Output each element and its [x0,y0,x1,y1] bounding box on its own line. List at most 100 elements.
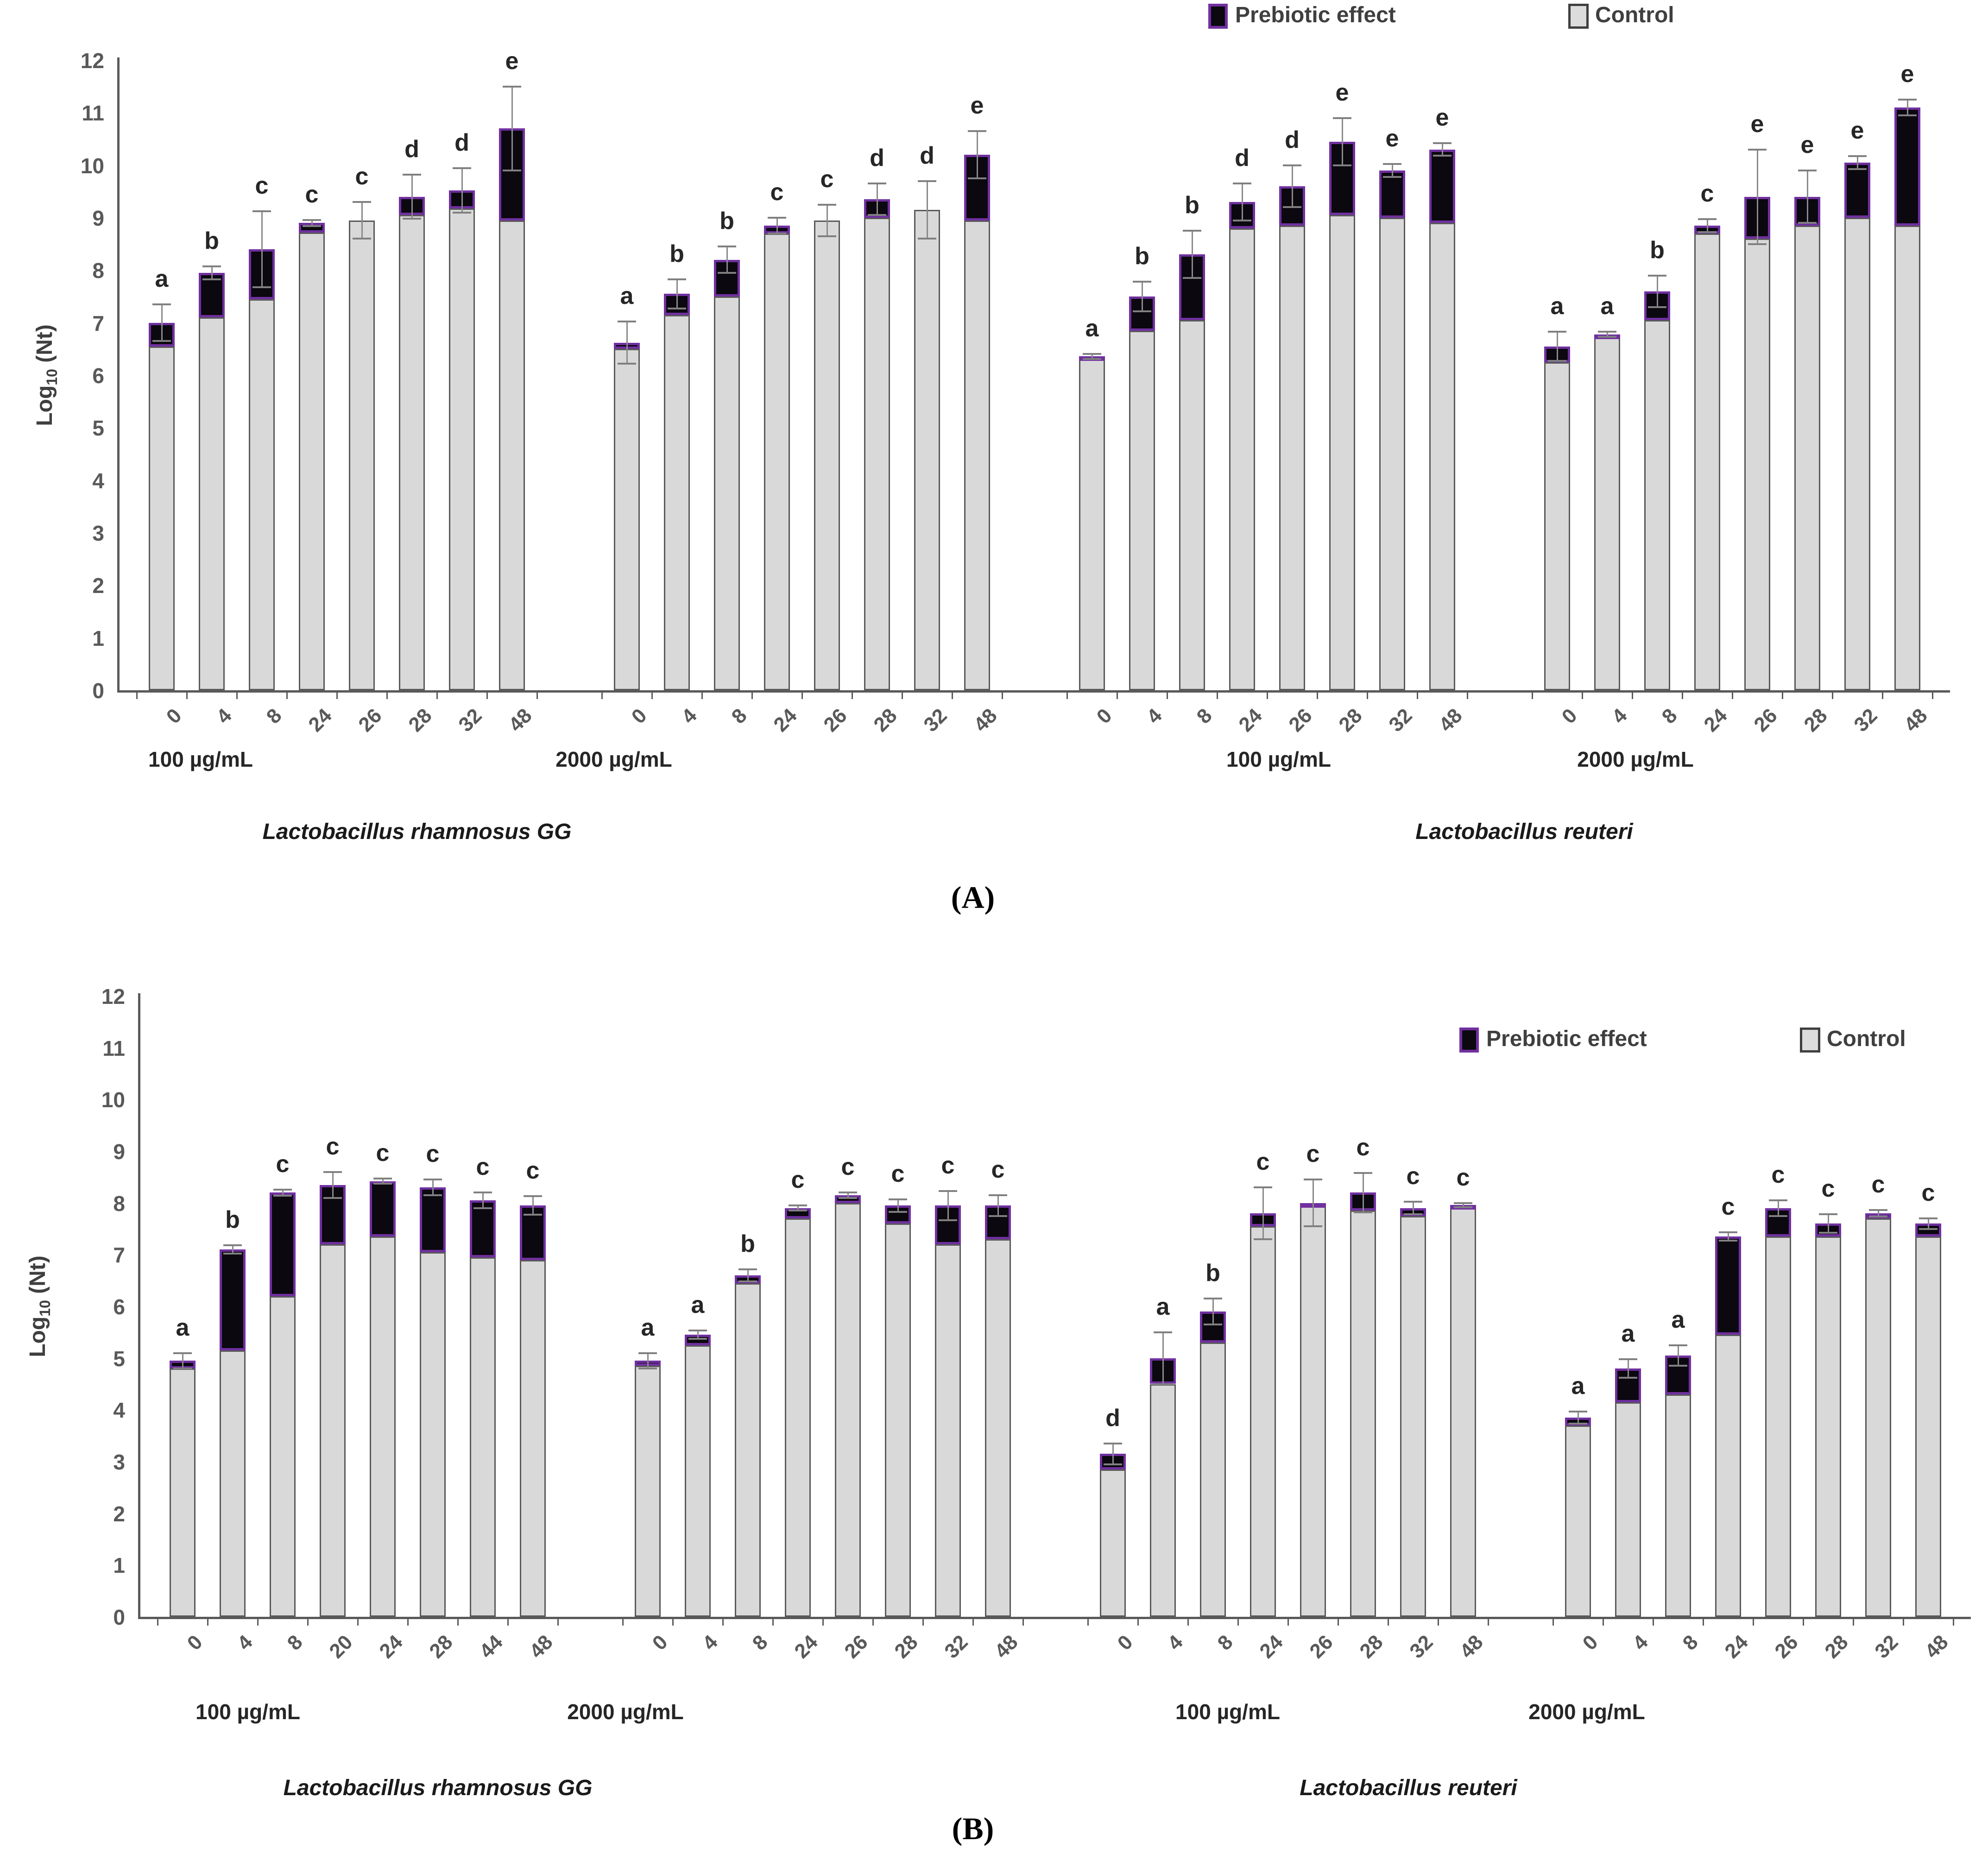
error-bar [776,218,778,233]
category-tick [336,693,338,699]
error-bar-top-cap [1183,230,1201,232]
category-tick [307,1619,309,1626]
category-tick [701,693,703,699]
error-bar [897,1199,899,1212]
error-bar-bottom-cap [1619,1377,1637,1379]
category-tick [902,693,903,699]
error-bar [161,304,163,341]
x-tick-label: 0 [1092,704,1117,728]
error-bar-top-cap [403,174,421,176]
error-bar-top-cap [273,1188,292,1191]
error-bar-top-cap [818,203,836,206]
control-bar [1250,1226,1276,1617]
error-bar-top-cap [939,1190,957,1192]
control-bar [1379,218,1405,690]
y-tick-label: 10 [80,153,104,178]
error-bar [1191,231,1193,278]
x-tick-label: 0 [1113,1631,1137,1655]
x-tick-label: 28 [1820,1631,1853,1663]
x-axis-line [138,1617,1971,1619]
error-bar [1806,170,1808,223]
species-label: Lactobacillus reuteri [1415,820,1633,844]
significance-letter: d [1105,1404,1120,1431]
category-tick [1438,1619,1439,1626]
y-tick-label: 1 [113,1553,125,1578]
category-tick [436,693,438,699]
x-tick-label: 32 [1870,1631,1903,1663]
error-bar [282,1189,284,1196]
category-tick [257,1619,259,1626]
control-bar [1429,223,1455,690]
x-tick-label: 26 [819,704,852,737]
error-bar-top-cap [373,1178,392,1180]
concentration-label: 2000 µg/mL [1528,1700,1645,1724]
error-bar-bottom-cap [1333,164,1351,166]
y-tick-label: 11 [102,1036,125,1060]
x-tick-label: 26 [354,704,386,737]
x-tick-label: 32 [454,704,486,737]
error-bar-top-cap [223,1244,242,1247]
error-bar [1212,1299,1214,1325]
error-bar-bottom-cap [1898,114,1917,116]
x-tick-label: 32 [1849,704,1882,737]
prebiotic-effect-bar [420,1187,446,1252]
error-bar-bottom-cap [1919,1228,1938,1230]
error-bar [1262,1187,1264,1239]
error-bar [1241,183,1243,221]
error-bar-bottom-cap [223,1253,242,1255]
significance-letter: b [1185,192,1199,219]
x-tick-label: 4 [698,1631,722,1655]
significance-letter: b [1205,1260,1220,1287]
significance-letter: b [225,1206,240,1234]
error-bar-top-cap [1383,163,1401,165]
error-bar [1906,100,1908,115]
x-tick-label: 48 [990,1631,1022,1663]
error-bar [847,1192,849,1198]
category-tick [722,1619,724,1626]
y-axis-title: Log10 (Nt) [25,1255,54,1357]
error-bar-bottom-cap [1104,1463,1122,1465]
category-tick [1732,693,1733,699]
significance-letter: a [1550,292,1564,320]
control-bar [864,218,890,690]
category-tick [1467,693,1468,699]
error-bar-top-cap [918,180,936,182]
category-tick [972,1619,974,1626]
error-bar-top-cap [1254,1186,1272,1189]
control-bar [1279,226,1305,690]
x-tick-label: 28 [890,1631,922,1663]
category-tick [922,1619,924,1626]
error-bar-bottom-cap [1133,310,1151,312]
error-bar [747,1269,749,1282]
error-bar-bottom-cap [503,170,521,171]
x-tick-label: 4 [233,1631,257,1655]
category-tick [1782,693,1783,699]
error-bar-top-cap [323,1171,342,1173]
control-bar [1715,1335,1741,1617]
control-bar [370,1236,396,1617]
error-bar-bottom-cap [618,363,636,365]
error-bar-bottom-cap [524,1214,542,1216]
category-tick [772,1619,774,1626]
significance-letter: e [1435,104,1449,132]
error-bar [947,1191,949,1220]
category-tick [1237,1619,1239,1626]
panel-b-label: (B) [952,1811,994,1846]
y-tick-label: 12 [101,984,125,1009]
y-tick-label: 4 [92,468,104,493]
control-bar [1744,239,1770,690]
significance-letter: c [326,1133,340,1160]
error-bar [1556,331,1558,361]
category-tick [1217,693,1218,699]
error-bar-top-cap [1133,281,1151,283]
category-tick [1137,1619,1139,1626]
significance-letter: c [305,181,319,208]
y-axis-title-text: Log [25,1316,50,1357]
error-bar-bottom-cap [323,1197,342,1199]
prebiotic-legend-swatch [1459,1028,1479,1053]
error-bar-bottom-cap [1283,206,1301,208]
x-tick-label: 48 [504,704,536,737]
error-bar [482,1192,484,1208]
error-bar-top-cap [303,219,321,221]
category-tick [1682,693,1683,699]
